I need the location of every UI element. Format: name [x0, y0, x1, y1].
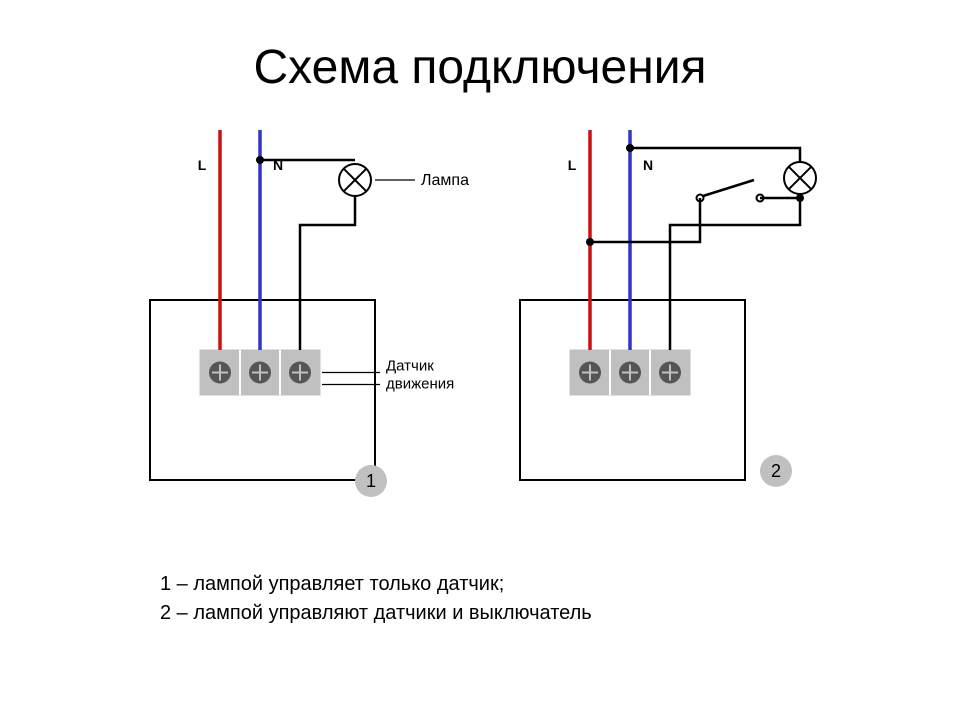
- badge-1: 1: [355, 465, 387, 497]
- legend-line-2: 2 – лампой управляют датчики и выключате…: [160, 599, 592, 628]
- sensor-label: Датчик: [386, 358, 434, 375]
- switch-icon: [703, 180, 754, 196]
- svg-text:L: L: [198, 157, 207, 173]
- lamp-icon: [339, 164, 371, 196]
- wire-output: [630, 148, 800, 350]
- legend-line-1: 1 – лампой управляет только датчик;: [160, 570, 592, 599]
- svg-text:L: L: [568, 157, 577, 173]
- schematic-1: ~LNЛампаДатчикдвижения: [150, 130, 469, 480]
- lamp-icon: [784, 162, 816, 194]
- wiring-svg: ~ L N Лампа Датчикдвижения ~ L N: [130, 130, 890, 510]
- legend: 1 – лампой управляет только датчик; 2 – …: [160, 570, 592, 628]
- lamp-label: Лампа: [421, 172, 469, 189]
- svg-text:~: ~: [233, 130, 247, 132]
- svg-text:N: N: [643, 157, 653, 173]
- page-title: Схема подключения: [0, 40, 960, 95]
- schematic-2: ~ L N: [520, 130, 816, 480]
- badge-2: 2: [760, 455, 792, 487]
- svg-text:движения: движения: [386, 376, 454, 393]
- svg-text:~: ~: [603, 130, 617, 132]
- diagram-area: ~ L N Лампа Датчикдвижения ~ L N 1 2: [130, 130, 890, 510]
